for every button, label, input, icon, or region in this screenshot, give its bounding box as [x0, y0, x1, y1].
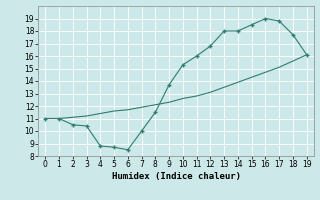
X-axis label: Humidex (Indice chaleur): Humidex (Indice chaleur): [111, 172, 241, 181]
